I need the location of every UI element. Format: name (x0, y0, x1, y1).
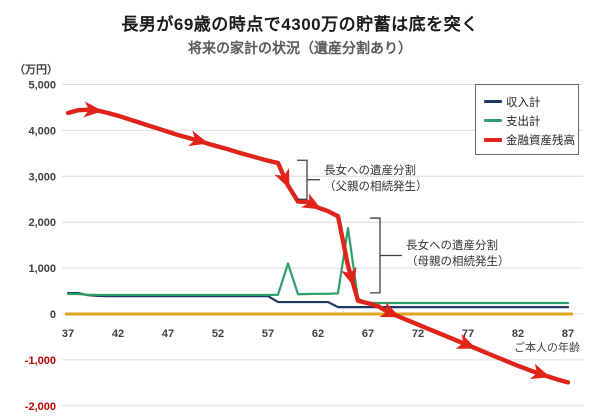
assets-line-swatch (484, 138, 502, 143)
direction-arrow-icon (341, 266, 357, 287)
y-tick-label: 1,000 (28, 263, 56, 275)
direction-arrow-icon (301, 193, 322, 210)
legend-item-expense: 支出計 (484, 113, 574, 129)
x-tick-label: 82 (512, 328, 524, 340)
annotation-text-1: 長女への遺産分割（父親の相続発生） (324, 163, 428, 193)
y-tick-label: 4,000 (28, 125, 56, 137)
legend: 収入計 支出計 金融資産残高 (475, 84, 579, 155)
x-axis-title: ご本人の年齢 (514, 342, 580, 354)
direction-arrow-icon (529, 363, 551, 380)
y-axis-unit-label: （万円） (14, 64, 58, 76)
x-tick-label: 42 (112, 328, 124, 340)
y-tick-label: 5,000 (28, 80, 56, 92)
direction-arrow-icon (188, 130, 209, 147)
y-tick-label: 3,000 (28, 171, 56, 183)
legend-label-income: 収入計 (506, 96, 541, 109)
y-tick-label: 2,000 (28, 217, 56, 229)
annotation-bracket-1 (297, 159, 308, 200)
legend-label-assets: 金融資産残高 (506, 135, 575, 148)
direction-arrow-icon (379, 302, 401, 318)
x-tick-label: 72 (412, 328, 424, 340)
x-tick-label: 47 (162, 328, 174, 340)
x-tick-label: 57 (262, 328, 274, 340)
series-line-支出計 (66, 227, 570, 305)
y-tick-label: -2,000 (25, 401, 56, 413)
expense-line-swatch (484, 119, 502, 123)
x-tick-label: 37 (62, 328, 74, 340)
legend-item-assets: 金融資産残高 (484, 132, 575, 148)
y-tick-label: 0 (50, 309, 56, 321)
x-tick-label: 67 (362, 328, 374, 340)
series-line-収入計 (66, 292, 570, 309)
legend-label-expense: 支出計 (506, 115, 541, 128)
chart-title: 長男が69歳の時点で4300万の貯蓄は底を突く (121, 15, 479, 34)
annotation-text-2: 長女への遺産分割（母親の相続発生） (406, 238, 510, 268)
x-tick-label: 52 (212, 328, 224, 340)
legend-item-income: 収入計 (484, 94, 574, 110)
annotation-bracket-2 (370, 217, 381, 294)
y-tick-label: -1,000 (25, 355, 56, 367)
x-tick-label: 87 (562, 328, 574, 340)
direction-arrow-icon (274, 168, 290, 189)
income-line-swatch (484, 100, 502, 104)
direction-arrow-icon (455, 333, 477, 349)
x-tick-label: 62 (312, 328, 324, 340)
x-tick-label: 77 (462, 328, 474, 340)
chart-subtitle: 将来の家計の状況（遺産分割あり） (188, 40, 412, 56)
direction-arrow-icon (83, 101, 103, 118)
